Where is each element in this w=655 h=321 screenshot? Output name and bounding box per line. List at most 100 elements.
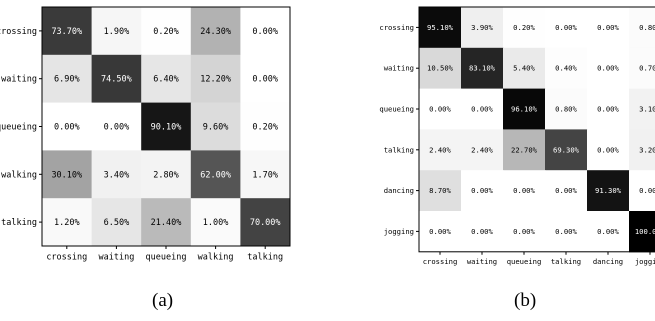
cell-value-label: 9.60% [203, 122, 229, 132]
heatmap-cell [545, 88, 588, 130]
cell-value-label: 0.20% [252, 122, 278, 132]
x-tick-label: jogging [635, 257, 655, 266]
heatmap-cell [141, 54, 192, 104]
heatmap-cell [419, 88, 462, 130]
cell-value-label: 83.10% [469, 64, 496, 73]
x-tick-label: waiting [98, 253, 134, 263]
cell-value-label: 0.00% [54, 122, 80, 132]
cell-value-label: 0.00% [555, 23, 577, 32]
y-tick-label: talking [384, 145, 414, 154]
heatmap-cell [190, 198, 241, 247]
cell-value-label: 3.40% [104, 170, 130, 180]
caption-b: (b) [514, 290, 537, 311]
cell-value-label: 0.80% [639, 23, 655, 32]
cell-value-label: 62.00% [200, 170, 231, 180]
heatmap-cell [419, 129, 462, 171]
cell-value-label: 74.50% [101, 75, 132, 85]
y-tick-label: waiting [384, 64, 414, 73]
cell-value-label: 95.10% [427, 23, 454, 32]
cell-value-label: 0.00% [555, 227, 577, 236]
cell-value-label: 0.20% [513, 23, 535, 32]
cell-value-label: 1.90% [104, 27, 130, 37]
cell-value-label: 1.20% [54, 218, 80, 228]
heatmap-cell [141, 102, 192, 151]
heatmap-cell [240, 7, 291, 56]
cell-value-label: 0.00% [471, 186, 493, 195]
cell-value-label: 2.40% [471, 145, 493, 154]
heatmap-cell [587, 211, 630, 253]
heatmap-cell [190, 54, 241, 104]
cell-value-label: 0.00% [555, 186, 577, 195]
cell-value-label: 91.30% [595, 186, 622, 195]
cell-value-label: 0.00% [513, 186, 535, 195]
heatmap-cell [141, 198, 192, 247]
heatmap-cell [587, 7, 630, 49]
y-tick-label: queueing [379, 105, 414, 114]
heatmap-cell [503, 47, 546, 90]
heatmap-cell [629, 129, 655, 171]
cell-value-label: 0.00% [597, 64, 619, 73]
heatmap-cell [629, 88, 655, 130]
cell-value-label: 6.50% [104, 218, 130, 228]
cell-value-label: 73.70% [51, 27, 82, 37]
heatmap-cell [503, 129, 546, 171]
heatmap-cell [629, 211, 655, 253]
cell-value-label: 0.00% [597, 145, 619, 154]
heatmap-cell [461, 211, 504, 253]
heatmap-cell [503, 211, 546, 253]
x-tick-label: dancing [593, 257, 623, 266]
heatmap-cell [42, 150, 93, 199]
cell-value-label: 0.00% [252, 75, 278, 85]
heatmap-cell [461, 7, 504, 49]
cell-value-label: 2.40% [429, 145, 451, 154]
cell-value-label: 3.90% [471, 23, 493, 32]
heatmap-cell [587, 47, 630, 90]
heatmap-cell [629, 7, 655, 49]
heatmap-cell [461, 129, 504, 171]
cell-value-label: 70.00% [250, 218, 281, 228]
y-tick-label: talking [1, 218, 37, 228]
cell-value-label: 100.00% [635, 227, 655, 236]
heatmap-cell [629, 47, 655, 90]
cell-value-label: 22.70% [511, 145, 538, 154]
heatmap-cell [503, 7, 546, 49]
heatmap-cell [461, 170, 504, 212]
y-tick-label: jogging [384, 227, 414, 236]
heatmap-cell [42, 198, 93, 247]
cell-value-label: 6.90% [54, 75, 80, 85]
cell-value-label: 0.80% [555, 105, 577, 114]
heatmap-cell [629, 170, 655, 212]
x-tick-label: talking [551, 257, 581, 266]
cell-value-label: 0.00% [429, 227, 451, 236]
cell-value-label: 0.00% [471, 105, 493, 114]
heatmap-cell [240, 54, 291, 104]
heatmap-cell [240, 102, 291, 151]
caption-a: (a) [152, 290, 174, 311]
heatmap-cell [190, 7, 241, 56]
cell-value-label: 0.00% [471, 227, 493, 236]
heatmap-cell [190, 102, 241, 151]
y-tick-label: crossing [379, 23, 414, 32]
x-tick-label: walking [198, 253, 234, 263]
cell-value-label: 30.10% [51, 170, 82, 180]
cell-value-label: 3.20% [639, 145, 655, 154]
cell-value-label: 1.70% [252, 170, 278, 180]
heatmap-cell [545, 211, 588, 253]
heatmap-cell [545, 7, 588, 49]
y-tick-label: walking [1, 170, 37, 180]
cell-value-label: 0.00% [639, 186, 655, 195]
heatmap-cell [587, 88, 630, 130]
x-tick-label: crossing [46, 253, 87, 263]
heatmap-cell [419, 7, 462, 49]
cell-value-label: 0.40% [555, 64, 577, 73]
heatmap-cell [503, 88, 546, 130]
cell-value-label: 0.70% [639, 64, 655, 73]
cell-value-label: 0.00% [597, 23, 619, 32]
cell-value-label: 0.00% [513, 227, 535, 236]
cell-value-label: 0.00% [429, 105, 451, 114]
x-tick-label: queueing [507, 257, 542, 266]
cell-value-label: 5.40% [513, 64, 535, 73]
heatmap-cell [91, 7, 142, 56]
heatmap-cell [419, 47, 462, 90]
heatmap-cell [503, 170, 546, 212]
